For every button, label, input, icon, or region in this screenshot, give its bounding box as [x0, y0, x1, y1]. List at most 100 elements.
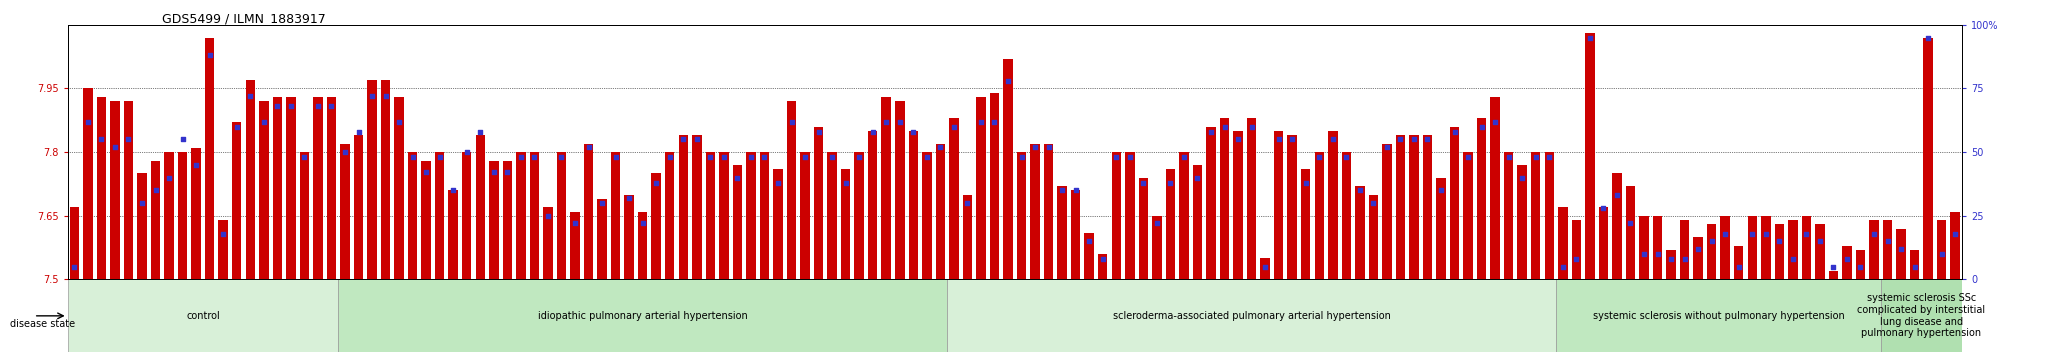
Point: [301, 103, 334, 109]
Bar: [946, 279, 1556, 352]
Bar: [1882, 220, 1892, 279]
Point: [1438, 129, 1470, 135]
Bar: [625, 195, 635, 279]
Bar: [231, 122, 242, 279]
Point: [653, 154, 686, 160]
Bar: [678, 135, 688, 279]
Point: [950, 200, 983, 206]
Point: [1708, 231, 1741, 236]
Bar: [164, 152, 174, 279]
Bar: [338, 279, 946, 352]
Bar: [1747, 216, 1757, 279]
Bar: [1436, 178, 1446, 279]
Bar: [258, 101, 268, 279]
Bar: [569, 212, 580, 279]
Point: [72, 119, 104, 124]
Bar: [1503, 152, 1513, 279]
Bar: [1761, 216, 1772, 279]
Bar: [1315, 152, 1323, 279]
Bar: [1368, 195, 1378, 279]
Point: [492, 170, 524, 175]
Point: [735, 154, 768, 160]
Point: [1493, 154, 1526, 160]
Bar: [1004, 59, 1014, 279]
Point: [1602, 193, 1634, 198]
Bar: [68, 279, 338, 352]
Point: [1696, 239, 1729, 244]
Point: [207, 231, 240, 236]
Bar: [1274, 131, 1284, 279]
Point: [465, 129, 498, 135]
Point: [1898, 264, 1931, 269]
Point: [586, 200, 618, 206]
Point: [571, 144, 604, 150]
Bar: [666, 152, 674, 279]
Point: [1505, 175, 1538, 181]
Point: [1561, 256, 1593, 262]
Bar: [1815, 224, 1825, 279]
Point: [532, 213, 565, 219]
Bar: [1071, 190, 1081, 279]
Bar: [434, 152, 444, 279]
Bar: [1221, 118, 1229, 279]
Point: [1749, 231, 1782, 236]
Bar: [1843, 246, 1851, 279]
Bar: [1124, 152, 1135, 279]
Point: [1681, 246, 1714, 252]
Point: [639, 180, 672, 185]
Point: [1790, 231, 1823, 236]
Bar: [1571, 220, 1581, 279]
Bar: [774, 169, 782, 279]
Bar: [111, 101, 119, 279]
Bar: [936, 144, 944, 279]
Point: [193, 52, 225, 58]
Point: [1452, 154, 1485, 160]
Bar: [1626, 186, 1634, 279]
Point: [1884, 246, 1917, 252]
Bar: [1694, 237, 1702, 279]
Point: [1370, 144, 1403, 150]
Bar: [1706, 224, 1716, 279]
Bar: [786, 101, 797, 279]
Point: [1858, 231, 1890, 236]
Bar: [842, 169, 850, 279]
Point: [1276, 137, 1309, 142]
Point: [315, 103, 348, 109]
Bar: [692, 135, 702, 279]
Bar: [1491, 97, 1499, 279]
Point: [600, 154, 633, 160]
Bar: [1950, 212, 1960, 279]
Point: [410, 170, 442, 175]
Point: [1911, 35, 1944, 40]
Bar: [96, 97, 106, 279]
Point: [1640, 251, 1673, 257]
Bar: [1937, 220, 1946, 279]
Point: [1587, 205, 1620, 211]
Bar: [1409, 135, 1419, 279]
Point: [1358, 200, 1391, 206]
Point: [233, 93, 266, 99]
Bar: [1233, 131, 1243, 279]
Point: [1235, 124, 1268, 130]
Bar: [1544, 152, 1554, 279]
Point: [1737, 231, 1769, 236]
Bar: [1030, 144, 1040, 279]
Bar: [287, 97, 295, 279]
Point: [113, 137, 145, 142]
Point: [545, 154, 578, 160]
Point: [1343, 188, 1376, 193]
Bar: [530, 152, 539, 279]
Bar: [1638, 216, 1649, 279]
Bar: [707, 152, 715, 279]
Point: [1182, 175, 1214, 181]
Point: [1153, 180, 1186, 185]
Point: [1290, 180, 1323, 185]
Bar: [948, 118, 958, 279]
Bar: [1802, 216, 1810, 279]
Point: [924, 144, 956, 150]
Point: [856, 129, 889, 135]
Bar: [313, 97, 324, 279]
Point: [369, 93, 401, 99]
Bar: [637, 212, 647, 279]
Bar: [827, 152, 838, 279]
